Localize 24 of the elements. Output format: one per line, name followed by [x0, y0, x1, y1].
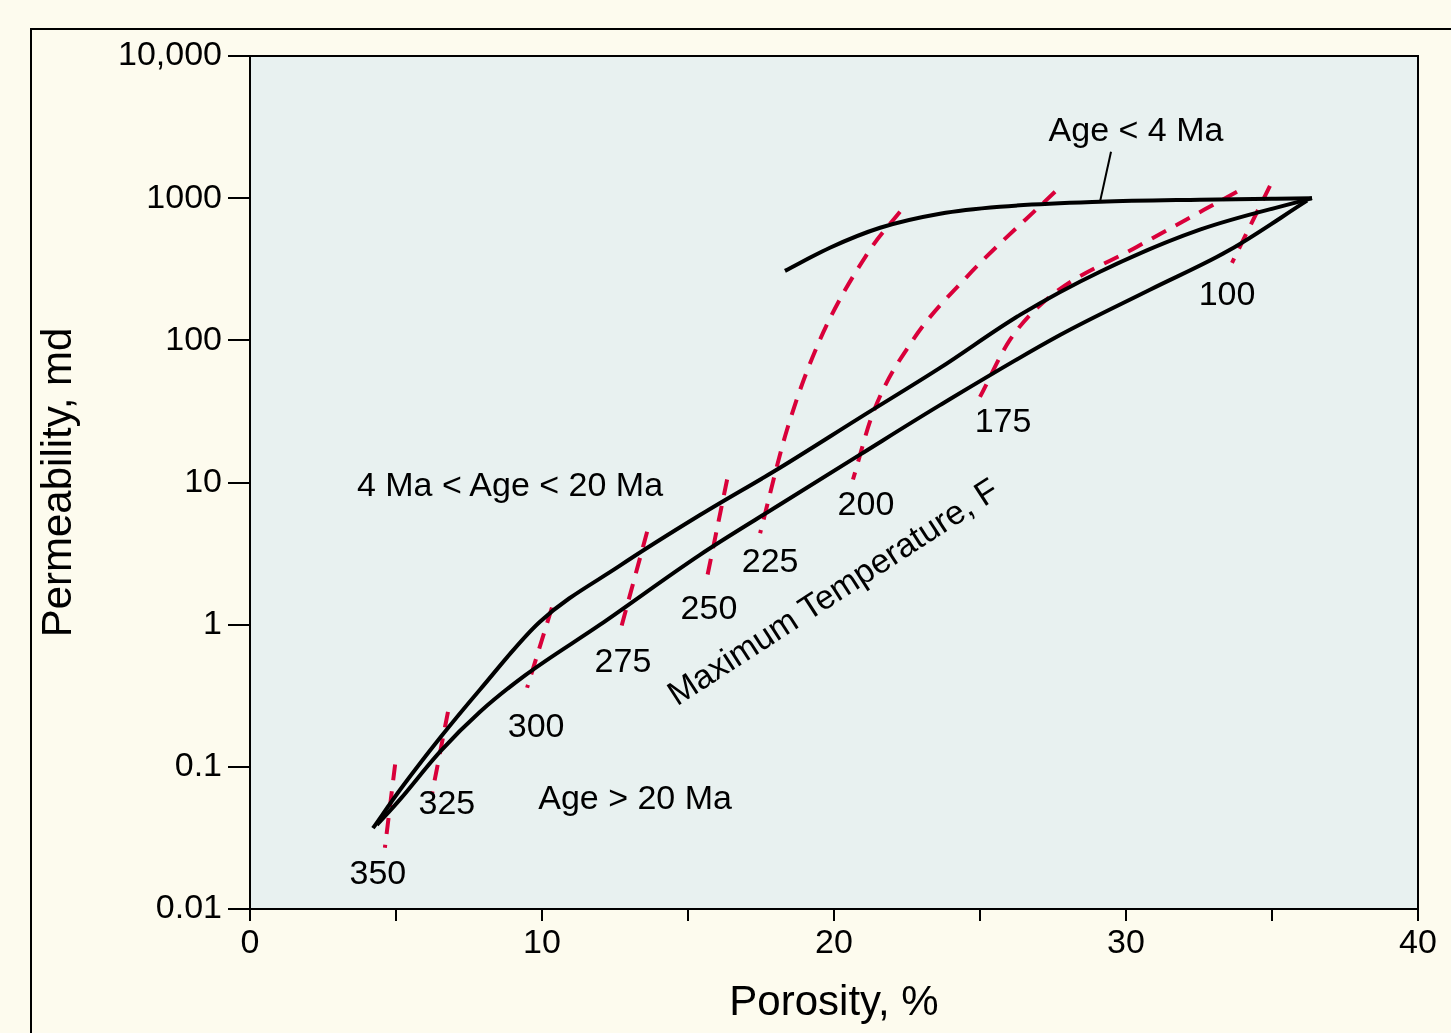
text: Age > 20 Ma [538, 777, 733, 816]
series-label: 175 [974, 401, 1032, 440]
y-tick-label: 100 [165, 318, 222, 357]
series-label: 4 Ma < Age < 20 Ma [356, 465, 664, 504]
series-label: 275 [594, 641, 652, 680]
series-label: 325 [418, 782, 476, 821]
series-label: Age < 4 Ma [1048, 110, 1224, 149]
y-tick-label: 10,000 [118, 34, 222, 73]
y-tick-label: 1000 [146, 176, 222, 215]
x-tick-label: 20 [815, 921, 853, 960]
x-tick-label: 40 [1399, 921, 1437, 960]
y-tick-label: 10 [184, 460, 222, 499]
series-label: 225 [741, 540, 799, 579]
x-tick-label: 10 [523, 921, 561, 960]
y-tick-label: 0.01 [155, 887, 222, 926]
x-tick-label: 0 [240, 921, 260, 960]
y-axis-title: Permeability, md [32, 327, 80, 638]
y-tick-label: 0.1 [174, 745, 222, 784]
series-label: 100 [1198, 274, 1256, 313]
x-tick-label: 30 [1107, 921, 1145, 960]
x-axis-title: Porosity, % [729, 977, 939, 1025]
series-label: 350 [349, 853, 407, 892]
series-label: 300 [507, 706, 565, 745]
y-tick-label: 1 [203, 603, 222, 642]
